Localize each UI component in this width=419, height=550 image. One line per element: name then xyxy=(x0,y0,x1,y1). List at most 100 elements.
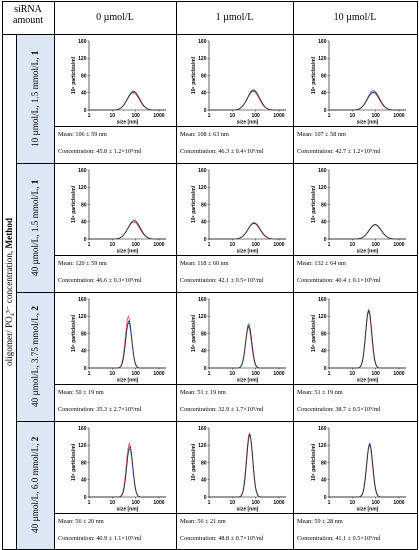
x-tick-label: 1 xyxy=(208,242,211,248)
y-tick-label: 0 xyxy=(204,366,207,372)
mean-value: Mean: 118 ± 60 nm xyxy=(180,260,229,267)
series-line xyxy=(209,90,286,111)
series-line xyxy=(209,434,286,498)
y-tick-label: 120 xyxy=(78,443,87,449)
y-axis-label: 10⁶ particles/ml xyxy=(191,314,197,352)
row-label-method: 2 xyxy=(30,306,40,311)
row-label: 10 µmol/L, 1.5 mmol/L, 1 xyxy=(17,34,54,163)
side-axis-label: oligomer/ PO₄³⁻ concentration, Method xyxy=(3,34,16,549)
series-line xyxy=(89,92,166,111)
y-axis-label: 10⁶ particles/ml xyxy=(71,56,77,94)
mean-value: Mean: 106 ± 59 nm xyxy=(58,131,107,138)
series-line xyxy=(89,90,166,111)
series-line xyxy=(89,446,166,498)
series-line xyxy=(329,92,406,111)
x-tick-label: 1 xyxy=(88,242,91,248)
x-tick-label: 100 xyxy=(131,371,140,377)
y-tick-label: 40 xyxy=(321,91,327,97)
row-label-text: 40 µmol/L, 3.75 mmol/L, xyxy=(30,310,40,407)
x-tick-label: 1000 xyxy=(273,242,284,248)
row-label: 40 µmol/L, 1.5 mmol/L, 1 xyxy=(17,163,54,292)
y-tick-label: 0 xyxy=(84,366,87,372)
x-tick-label: 1000 xyxy=(273,500,284,506)
series-line xyxy=(329,443,406,498)
stats-separator xyxy=(54,384,417,385)
y-axis-label: 10⁶ particles/ml xyxy=(191,185,197,223)
y-tick-label: 160 xyxy=(198,168,207,174)
x-tick-label: 100 xyxy=(371,500,380,506)
column-header: 1 µmol/L xyxy=(215,12,254,23)
x-tick-label: 100 xyxy=(251,242,260,248)
y-tick-label: 40 xyxy=(201,91,207,97)
mean-value: Mean: 56 ± 20 nm xyxy=(58,518,104,525)
mean-value: Mean: 51 ± 19 nm xyxy=(180,389,226,396)
x-tick-label: 100 xyxy=(251,371,260,377)
row-separator xyxy=(16,421,417,422)
x-tick-label: 1000 xyxy=(153,113,164,119)
x-tick-label: 10 xyxy=(110,371,116,377)
concentration-value: Concentration: 48.8 ± 0.7×10⁹/ml xyxy=(180,535,264,542)
mean-value: Mean: 50 ± 19 nm xyxy=(58,389,104,396)
size-distribution-chart: 0 40 80 120 160 1 10 100 1000 size [nm] 10⁶ partic… xyxy=(311,39,406,126)
y-tick-label: 40 xyxy=(81,349,87,355)
x-tick-label: 10 xyxy=(350,242,356,248)
series-line xyxy=(209,326,286,369)
series-line xyxy=(329,310,406,369)
row-label-background xyxy=(17,422,54,549)
y-axis-label: 10⁶ particles/ml xyxy=(311,314,317,352)
y-tick-label: 0 xyxy=(204,108,207,114)
y-tick-label: 0 xyxy=(84,495,87,501)
y-tick-label: 40 xyxy=(321,478,327,484)
y-tick-label: 80 xyxy=(201,73,207,79)
y-tick-label: 160 xyxy=(198,426,207,432)
column-separator xyxy=(176,1,177,550)
corner-label: siRNA amount xyxy=(13,4,43,26)
x-tick-label: 1 xyxy=(88,500,91,506)
row-separator xyxy=(16,292,417,293)
size-distribution-chart: 0 40 80 120 160 1 10 100 1000 size [nm] 10⁶ partic… xyxy=(191,297,286,383)
x-tick-label: 1000 xyxy=(153,500,164,506)
series-line xyxy=(89,442,166,498)
y-axis-label: 10⁶ particles/ml xyxy=(71,314,77,352)
series-line xyxy=(89,321,166,369)
series-line xyxy=(329,224,406,240)
y-tick-label: 40 xyxy=(321,220,327,226)
series-line xyxy=(89,320,166,369)
x-axis-label: size [nm] xyxy=(117,249,139,255)
row-label-background xyxy=(17,164,54,292)
row-label: 40 µmol/L, 6.0 mmol/L, 2 xyxy=(17,421,54,549)
stats-separator xyxy=(54,126,417,127)
x-tick-label: 10 xyxy=(230,500,236,506)
y-tick-label: 0 xyxy=(204,495,207,501)
series-line xyxy=(209,222,286,240)
y-tick-label: 80 xyxy=(321,73,327,79)
y-tick-label: 160 xyxy=(318,297,327,303)
x-tick-label: 10 xyxy=(230,371,236,377)
x-axis-label: size [nm] xyxy=(357,120,379,126)
mean-value: Mean: 56 ± 21 nm xyxy=(180,518,226,525)
x-axis-label: size [nm] xyxy=(237,507,259,513)
table-border-top xyxy=(2,1,417,2)
y-tick-label: 40 xyxy=(201,220,207,226)
column-header: 0 µmol/L xyxy=(96,12,134,23)
series-line xyxy=(329,91,406,111)
size-distribution-chart: 0 40 80 120 160 1 10 100 1000 size [nm] 10⁶ partic… xyxy=(71,426,166,513)
series-line xyxy=(209,325,286,369)
x-tick-label: 100 xyxy=(371,113,380,119)
y-tick-label: 120 xyxy=(318,56,327,62)
y-tick-label: 40 xyxy=(81,91,87,97)
concentration-value: Concentration: 42.7 ± 1.2×10⁹/ml xyxy=(297,148,381,155)
concentration-value: Concentration: 38.7 ± 0.5×10⁹/ml xyxy=(297,406,381,413)
y-tick-label: 120 xyxy=(78,314,87,320)
mean-value: Mean: 59 ± 28 nm xyxy=(297,518,343,525)
x-axis-label: size [nm] xyxy=(357,249,379,255)
row-label-background xyxy=(17,35,54,163)
x-tick-label: 10 xyxy=(110,242,116,248)
x-tick-label: 100 xyxy=(371,371,380,377)
size-distribution-chart: 0 40 80 120 160 1 10 100 1000 size [nm] 10⁶ partic… xyxy=(71,168,166,255)
x-tick-label: 1000 xyxy=(393,113,404,119)
row-label-text: 10 µmol/L, 1.5 mmol/L, xyxy=(30,54,40,147)
x-axis-label: size [nm] xyxy=(117,507,139,513)
x-tick-label: 10 xyxy=(110,500,116,506)
